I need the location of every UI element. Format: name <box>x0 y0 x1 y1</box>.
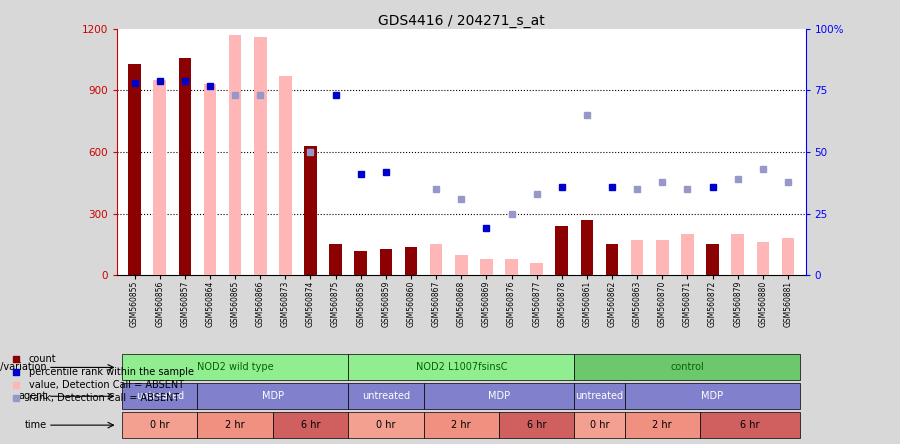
Bar <box>781 238 794 275</box>
Text: 2 hr: 2 hr <box>225 420 245 430</box>
Text: value, Detection Call = ABSENT: value, Detection Call = ABSENT <box>29 380 184 390</box>
Bar <box>606 245 618 275</box>
Bar <box>706 245 719 275</box>
Text: percentile rank within the sample: percentile rank within the sample <box>29 367 194 377</box>
FancyBboxPatch shape <box>625 412 700 438</box>
Bar <box>732 234 744 275</box>
Text: MDP: MDP <box>701 391 724 401</box>
Text: MDP: MDP <box>488 391 510 401</box>
Text: 2 hr: 2 hr <box>652 420 672 430</box>
FancyBboxPatch shape <box>122 383 197 409</box>
FancyBboxPatch shape <box>574 412 625 438</box>
Text: 6 hr: 6 hr <box>526 420 546 430</box>
Text: NOD2 L1007fsinsC: NOD2 L1007fsinsC <box>416 362 507 373</box>
Text: 2 hr: 2 hr <box>452 420 471 430</box>
Bar <box>329 245 342 275</box>
Text: count: count <box>29 354 57 365</box>
FancyBboxPatch shape <box>574 354 800 381</box>
Bar <box>279 76 292 275</box>
Title: GDS4416 / 204271_s_at: GDS4416 / 204271_s_at <box>378 14 544 28</box>
Bar <box>505 259 518 275</box>
Bar <box>757 242 770 275</box>
Bar <box>129 64 141 275</box>
Text: untreated: untreated <box>362 391 410 401</box>
Bar <box>355 250 367 275</box>
Text: MDP: MDP <box>262 391 284 401</box>
Bar <box>254 37 266 275</box>
FancyBboxPatch shape <box>625 383 800 409</box>
Text: NOD2 wild type: NOD2 wild type <box>197 362 274 373</box>
Text: 0 hr: 0 hr <box>590 420 609 430</box>
FancyBboxPatch shape <box>348 412 424 438</box>
Text: rank, Detection Call = ABSENT: rank, Detection Call = ABSENT <box>29 392 179 403</box>
FancyBboxPatch shape <box>122 354 348 381</box>
Text: untreated: untreated <box>136 391 184 401</box>
Text: 0 hr: 0 hr <box>376 420 396 430</box>
Text: agent: agent <box>18 391 47 401</box>
FancyBboxPatch shape <box>424 383 574 409</box>
FancyBboxPatch shape <box>348 383 424 409</box>
Bar <box>304 146 317 275</box>
Text: control: control <box>670 362 705 373</box>
FancyBboxPatch shape <box>424 412 499 438</box>
Text: 6 hr: 6 hr <box>301 420 320 430</box>
FancyBboxPatch shape <box>273 412 348 438</box>
Bar <box>405 246 418 275</box>
FancyBboxPatch shape <box>348 354 574 381</box>
FancyBboxPatch shape <box>197 383 348 409</box>
Bar <box>580 220 593 275</box>
Bar <box>203 84 216 275</box>
Bar <box>530 263 543 275</box>
Bar <box>455 255 467 275</box>
Bar <box>555 226 568 275</box>
Text: genotype/variation: genotype/variation <box>0 362 47 373</box>
Bar <box>153 80 166 275</box>
Bar <box>480 259 492 275</box>
Bar <box>681 234 694 275</box>
Bar <box>229 35 241 275</box>
FancyBboxPatch shape <box>574 383 625 409</box>
Bar <box>656 240 669 275</box>
Text: untreated: untreated <box>575 391 624 401</box>
Bar <box>380 249 392 275</box>
Bar <box>178 58 191 275</box>
Bar <box>430 245 443 275</box>
FancyBboxPatch shape <box>122 412 197 438</box>
Text: 0 hr: 0 hr <box>150 420 169 430</box>
Text: 6 hr: 6 hr <box>741 420 760 430</box>
FancyBboxPatch shape <box>197 412 273 438</box>
FancyBboxPatch shape <box>700 412 800 438</box>
Bar <box>631 240 644 275</box>
FancyBboxPatch shape <box>499 412 574 438</box>
Text: time: time <box>24 420 47 430</box>
